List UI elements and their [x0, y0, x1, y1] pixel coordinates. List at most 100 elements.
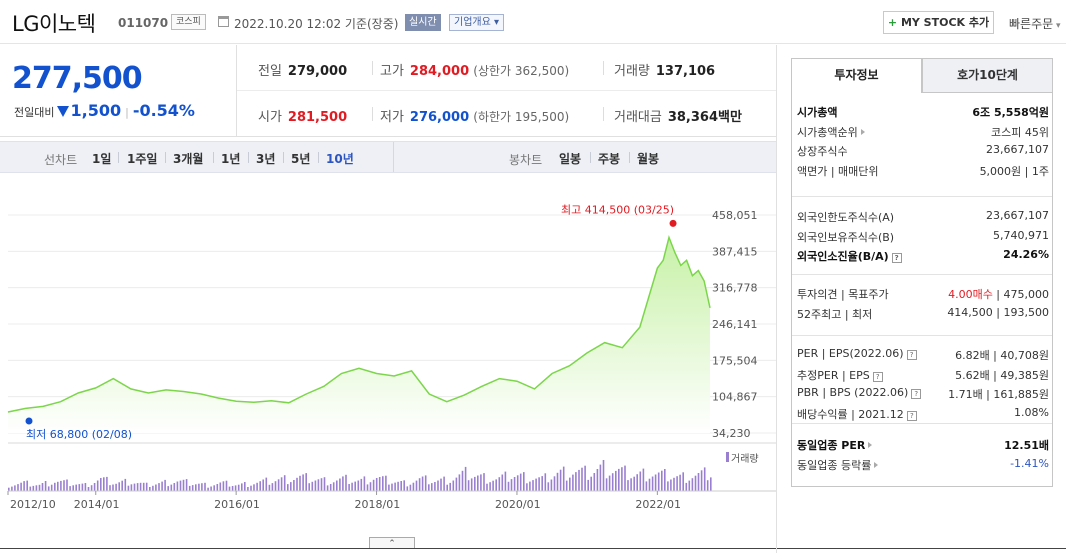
volume-bar	[470, 478, 473, 491]
info-section: 동일업종 PER 12.51배 동일업종 등락률 -1.41%	[792, 423, 1052, 472]
quote-row: 시가 281,500 저가 276,000 (하한가 195,500) 거래대금 38…	[237, 91, 777, 137]
info-label: 52주최고 | 최저	[797, 307, 873, 321]
volume-bar	[250, 485, 252, 491]
volume-bar	[418, 478, 421, 491]
expand-chart-button[interactable]: ⌃	[369, 537, 415, 549]
tab-10year[interactable]: 10년	[326, 152, 354, 166]
x-tick-label: 2022/01	[635, 498, 681, 511]
volume-bar	[507, 481, 510, 491]
company-name: LG이노텍	[12, 12, 96, 36]
amount-unit: 백만	[718, 110, 742, 125]
volume-bar	[152, 485, 154, 491]
info-value: 4.00매수 | 475,000	[948, 286, 1049, 302]
info-row[interactable]: 시가총액순위 코스피 45위	[797, 121, 1049, 141]
volume-bar	[541, 476, 543, 491]
volume-bar	[535, 478, 537, 491]
info-value: 코스피 45위	[991, 125, 1049, 139]
volume-bar	[639, 471, 642, 491]
tab-daily-candle[interactable]: 일봉	[559, 152, 582, 166]
info-row[interactable]: 동일업종 등락률 -1.41%	[797, 454, 1049, 474]
volume-bar	[667, 481, 669, 491]
info-row: 외국인보유주식수(B) 5,740,971	[797, 226, 1049, 246]
investment-info-panel: 투자정보 호가10단계 시가총액 6조 5,558억원 시가총액순위 코스피 45위 상…	[776, 45, 1066, 553]
volume-bar	[424, 475, 427, 491]
volume-bar	[231, 486, 234, 491]
volume-bar	[305, 473, 307, 491]
volume-bar	[17, 484, 19, 491]
realtime-badge[interactable]: 실시간	[405, 14, 441, 31]
tab-3month[interactable]: 3개월	[173, 152, 204, 166]
info-row: 액면가 | 매매단위 5,000원 | 1주	[797, 160, 1049, 180]
tab-3year[interactable]: 3년	[256, 152, 276, 166]
tab-1week[interactable]: 1주일	[127, 152, 158, 166]
volume-bar	[60, 480, 62, 491]
info-row: 상장주식수 23,667,107	[797, 140, 1049, 160]
volume: 거래량 137,106	[614, 60, 715, 79]
x-tick-label: 2014/01	[74, 498, 120, 511]
tab-5year[interactable]: 5년	[291, 152, 311, 166]
tab-1year[interactable]: 1년	[221, 152, 241, 166]
volume-bar	[661, 470, 663, 491]
volume-bar	[553, 476, 556, 491]
plus-icon: +	[887, 16, 898, 29]
info-row: 투자의견 | 목표주가 4.00매수 | 475,000	[797, 283, 1049, 303]
help-icon[interactable]: ?	[891, 253, 902, 263]
volume-bar	[369, 482, 372, 491]
tab-1day[interactable]: 1일	[92, 152, 112, 166]
volume-bar	[280, 477, 283, 491]
help-icon[interactable]: ?	[911, 389, 922, 399]
price-chart[interactable]: 458,051 387,415 316,778 246,141 175,504 104,8…	[0, 175, 776, 535]
volume-bar	[268, 484, 271, 491]
volume-bar	[437, 480, 439, 491]
volume-bar	[688, 480, 691, 491]
company-overview-dropdown[interactable]: 기업개요 ▾	[449, 14, 505, 31]
volume-bar	[446, 484, 448, 491]
volume-bar	[179, 480, 182, 491]
info-row[interactable]: 동일업종 PER 12.51배	[797, 434, 1049, 454]
volume-bar	[464, 466, 467, 491]
volume-bar	[139, 482, 142, 491]
upper-limit: (상한가 362,500)	[473, 64, 570, 78]
high-label: 고가	[380, 64, 404, 79]
info-label: 액면가 | 매매단위	[797, 164, 879, 178]
caret-right-icon	[868, 442, 873, 448]
help-icon[interactable]: ?	[906, 350, 917, 360]
info-label: 동일업종 PER	[797, 437, 873, 453]
tab-investment-info[interactable]: 투자정보	[791, 58, 922, 93]
caret-right-icon	[874, 461, 879, 468]
volume-bar	[618, 468, 620, 491]
volume-bar	[176, 481, 179, 491]
help-icon[interactable]: ?	[872, 371, 883, 382]
volume-bar	[703, 467, 706, 491]
quick-order-button[interactable]: 빠른주문 ▾	[1009, 15, 1061, 32]
max-marker	[669, 219, 677, 227]
volume-bar	[302, 474, 304, 491]
volume-bar	[11, 486, 13, 491]
volume-bar	[455, 477, 458, 491]
volume-bar	[578, 469, 580, 491]
y-tick-label: 175,504	[712, 354, 758, 367]
volume-bar	[608, 475, 611, 491]
volume-bar	[228, 486, 231, 491]
tab-monthly-candle[interactable]: 월봉	[637, 152, 660, 166]
volume-bar	[406, 486, 409, 491]
divider	[283, 152, 284, 163]
add-mystock-button[interactable]: + MY STOCK 추가	[883, 11, 994, 34]
volume-bar	[697, 473, 700, 491]
quote-row: 전일 279,000 고가 284,000 (상한가 362,500) 거래량 137…	[237, 45, 777, 91]
high-price: 고가 284,000 (상한가 362,500)	[380, 60, 569, 79]
volume-bar	[54, 482, 56, 491]
help-icon[interactable]: ?	[906, 410, 917, 421]
divider	[629, 152, 630, 163]
info-label: PER | EPS(2022.06)?	[797, 347, 917, 360]
volume-bar	[81, 483, 84, 491]
volume-bar	[253, 484, 255, 491]
volume-bar	[142, 482, 145, 491]
volume-bar	[259, 481, 261, 491]
change-rate: -0.54%	[132, 101, 195, 120]
volume-legend-swatch	[726, 452, 729, 462]
tab-order-book[interactable]: 호가10단계	[922, 58, 1053, 93]
tab-weekly-candle[interactable]: 주봉	[598, 152, 621, 166]
volume-bar	[219, 482, 222, 491]
investment-info-table: 시가총액 6조 5,558억원 시가총액순위 코스피 45위 상장주식수 23,667,1…	[791, 93, 1053, 487]
